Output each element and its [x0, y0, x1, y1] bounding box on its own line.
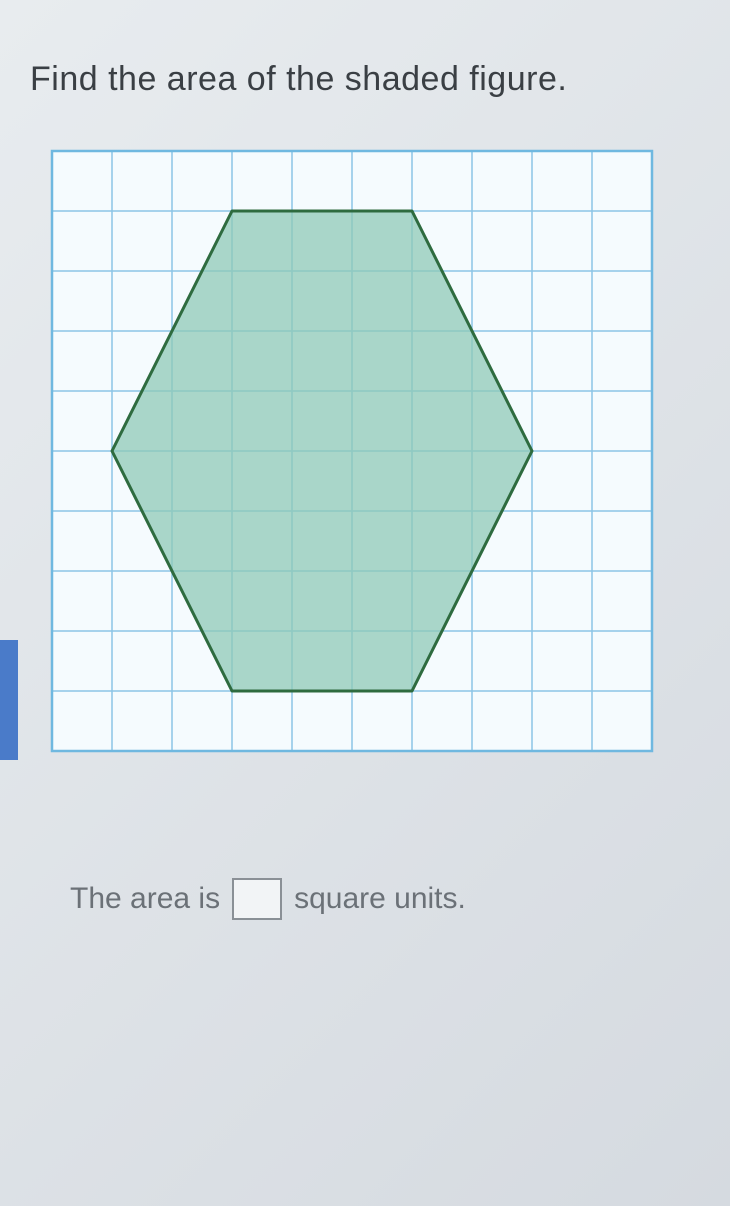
- side-tab: [0, 640, 18, 760]
- answer-suffix: square units.: [294, 882, 466, 916]
- question-prompt: Find the area of the shaded figure.: [30, 60, 700, 99]
- answer-row: The area is square units.: [70, 878, 700, 920]
- figure-grid: [50, 149, 700, 758]
- answer-prefix: The area is: [70, 882, 220, 916]
- grid-svg: [50, 149, 654, 753]
- answer-input[interactable]: [232, 878, 282, 920]
